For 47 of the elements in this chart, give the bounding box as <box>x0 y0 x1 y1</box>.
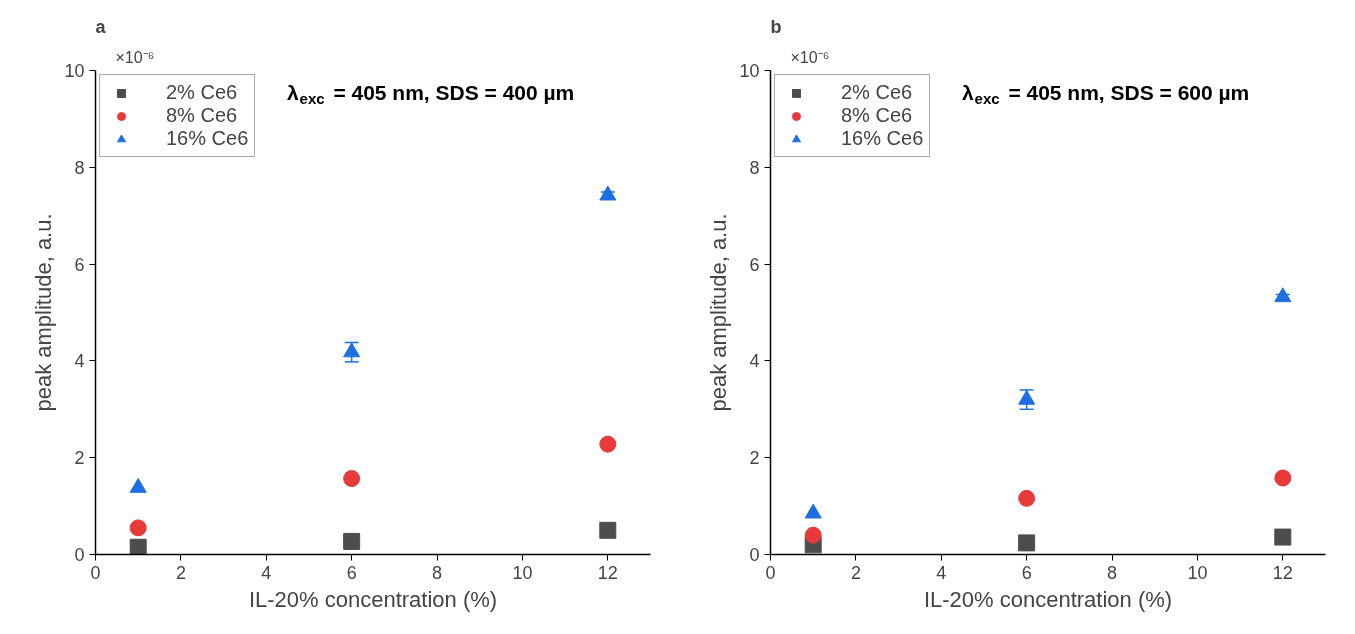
x-axis-title: IL-20% concentration (%) <box>923 586 1173 612</box>
y-tick-label: 4 <box>74 351 85 372</box>
x-tick-label: 6 <box>1021 562 1032 583</box>
x-tick-label: 4 <box>936 562 947 583</box>
x-tick-label: 0 <box>765 562 776 583</box>
chart-title: a <box>95 16 107 37</box>
x-tick-label: 10 <box>512 562 533 583</box>
legend-label: 2% Ce6 <box>166 81 238 104</box>
legend-label: 8% Ce6 <box>841 104 913 127</box>
chart-title: b <box>770 16 782 37</box>
y-tick-label: 2 <box>749 448 760 469</box>
y-tick-label: 6 <box>74 254 85 275</box>
y-tick-label: 2 <box>74 448 85 469</box>
x-tick-label: 8 <box>1107 562 1118 583</box>
x-tick-label: 12 <box>1272 562 1293 583</box>
legend-label: 16% Ce6 <box>841 127 924 150</box>
point <box>599 521 617 539</box>
text: ×10⁻⁶ <box>790 48 830 66</box>
point <box>343 470 361 487</box>
y-tick-label: 6 <box>749 254 760 275</box>
y-axis-title: peak amplitude, a.u. <box>31 213 57 412</box>
x-tick-label: 0 <box>90 562 101 583</box>
x-axis-title: IL-20% concentration (%) <box>248 586 498 612</box>
y-tick-label: 0 <box>749 545 760 565</box>
point <box>129 538 147 555</box>
x-tick-label: 10 <box>1187 562 1208 583</box>
point <box>129 519 147 537</box>
x-tick-label: 4 <box>261 562 272 583</box>
legend-label: 16% Ce6 <box>166 127 249 150</box>
y-tick-label: 10 <box>739 61 760 81</box>
y-tick-label: 4 <box>749 351 760 372</box>
legend-label: 2% Ce6 <box>841 81 913 104</box>
y-tick-label: 8 <box>74 157 85 178</box>
y-tick-label: 8 <box>749 157 760 178</box>
point <box>343 342 361 358</box>
y-tick-label: 0 <box>74 545 85 565</box>
x-tick-label: 2 <box>175 562 186 583</box>
point <box>343 532 361 550</box>
point <box>599 435 617 453</box>
x-tick-label: 6 <box>346 562 357 583</box>
x-tick-label: 12 <box>597 562 618 583</box>
text: ×10⁻⁶ <box>115 48 155 66</box>
legend-label: 8% Ce6 <box>166 104 238 127</box>
y-tick-label: 10 <box>64 61 85 81</box>
x-tick-label: 2 <box>850 562 861 583</box>
x-tick-label: 8 <box>432 562 443 583</box>
y-axis-title: peak amplitude, a.u. <box>706 213 732 412</box>
